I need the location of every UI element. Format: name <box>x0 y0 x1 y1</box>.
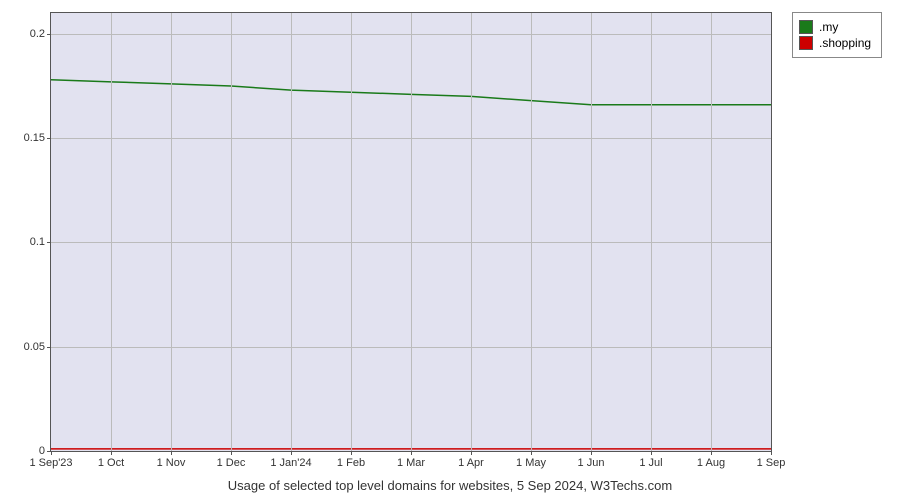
x-tick-mark <box>411 451 412 455</box>
y-tick-label: 0.15 <box>24 132 45 144</box>
plot-area: 00.050.10.150.21 Sep'231 Oct1 Nov1 Dec1 … <box>50 12 772 452</box>
x-tick-label: 1 Apr <box>458 457 484 469</box>
y-tick-label: 0.2 <box>30 28 45 40</box>
x-tick-label: 1 Oct <box>98 457 124 469</box>
grid-line-vertical <box>471 13 472 451</box>
y-tick-label: 0 <box>39 445 45 457</box>
legend-label: .my <box>819 19 838 35</box>
y-tick-label: 0.1 <box>30 236 45 248</box>
x-tick-label: 1 Nov <box>157 457 186 469</box>
x-tick-mark <box>291 451 292 455</box>
grid-line-vertical <box>111 13 112 451</box>
legend-swatch <box>799 36 813 50</box>
x-tick-mark <box>771 451 772 455</box>
grid-line-vertical <box>351 13 352 451</box>
grid-line-vertical <box>171 13 172 451</box>
x-tick-label: 1 Aug <box>697 457 725 469</box>
legend: .my.shopping <box>792 12 882 58</box>
grid-line-vertical <box>411 13 412 451</box>
x-tick-mark <box>351 451 352 455</box>
x-tick-mark <box>471 451 472 455</box>
legend-item: .my <box>799 19 871 35</box>
y-tick-mark <box>47 347 51 348</box>
y-tick-mark <box>47 242 51 243</box>
x-tick-mark <box>531 451 532 455</box>
x-tick-mark <box>111 451 112 455</box>
legend-label: .shopping <box>819 35 871 51</box>
chart-caption: Usage of selected top level domains for … <box>0 478 900 493</box>
x-tick-label: 1 Mar <box>397 457 425 469</box>
y-tick-label: 0.05 <box>24 341 45 353</box>
x-tick-mark <box>231 451 232 455</box>
x-tick-mark <box>591 451 592 455</box>
x-tick-mark <box>171 451 172 455</box>
chart-container: 0 0.05 0.1 0.15 0.2 1 Sep'23 1 Oct 1 Nov 1 Dec 1 … <box>0 0 900 500</box>
x-tick-label: 1 Sep'23 <box>29 457 72 469</box>
x-tick-label: 1 Sep <box>757 457 786 469</box>
x-tick-label: 1 Jun <box>578 457 605 469</box>
grid-line-vertical <box>231 13 232 451</box>
x-tick-label: 1 Jul <box>639 457 662 469</box>
legend-swatch <box>799 20 813 34</box>
x-tick-label: 1 Feb <box>337 457 365 469</box>
grid-line-vertical <box>291 13 292 451</box>
x-tick-mark <box>651 451 652 455</box>
y-tick-mark <box>47 34 51 35</box>
grid-line-vertical <box>711 13 712 451</box>
x-tick-mark <box>711 451 712 455</box>
legend-item: .shopping <box>799 35 871 51</box>
grid-line-vertical <box>591 13 592 451</box>
x-tick-label: 1 Jan'24 <box>270 457 311 469</box>
x-tick-label: 1 Dec <box>217 457 246 469</box>
grid-line-vertical <box>651 13 652 451</box>
x-tick-mark <box>51 451 52 455</box>
y-tick-mark <box>47 138 51 139</box>
grid-line-vertical <box>531 13 532 451</box>
x-tick-label: 1 May <box>516 457 546 469</box>
